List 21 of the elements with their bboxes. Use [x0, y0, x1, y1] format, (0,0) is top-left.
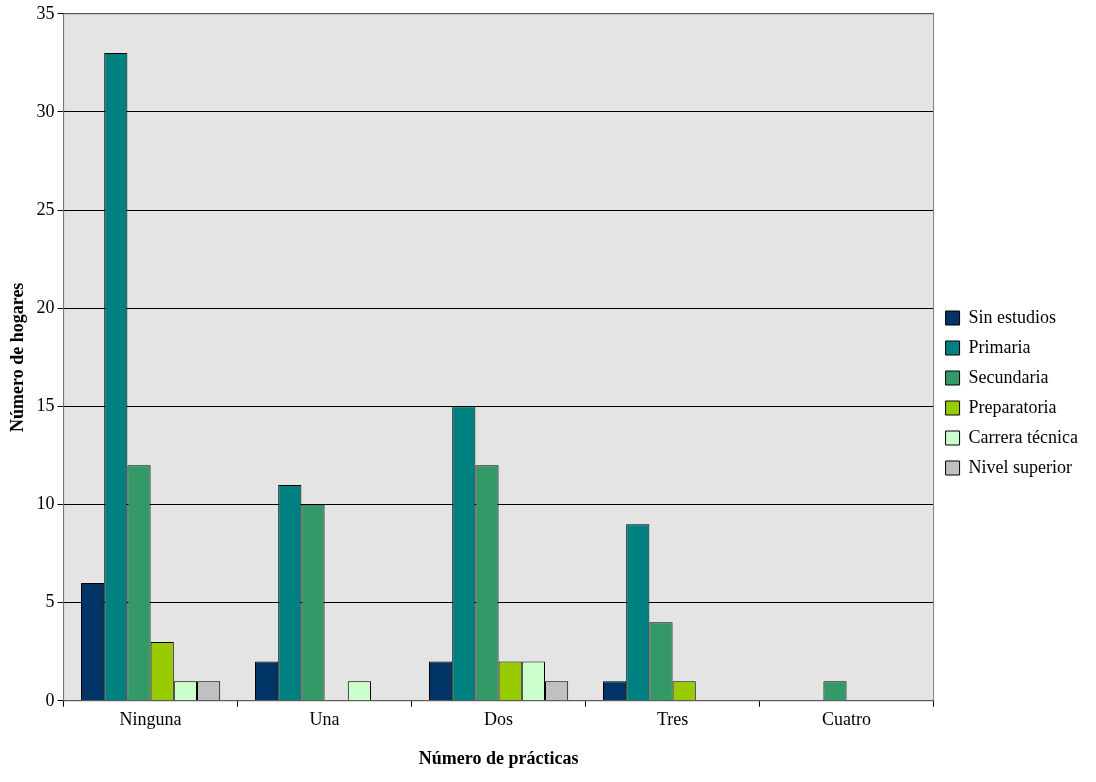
y-tick-label: 35	[36, 2, 55, 23]
y-tick-label: 15	[36, 395, 55, 416]
x-axis-title: Número de prácticas	[418, 747, 579, 768]
y-axis-title: Número de hogares	[7, 282, 28, 432]
y-tick-label: 5	[45, 591, 55, 612]
x-tick-label: Tres	[656, 709, 689, 730]
y-tick-label: 0	[45, 689, 55, 710]
y-tick-label: 25	[36, 198, 55, 219]
legend-label: Nivel superior	[968, 456, 1073, 477]
x-tick-label: Ninguna	[119, 709, 182, 730]
legend-label: Sin estudios	[968, 306, 1057, 327]
legend-label: Secundaria	[968, 366, 1049, 387]
y-tick-label: 30	[36, 100, 55, 121]
legend-label: Carrera técnica	[968, 426, 1079, 447]
legend-label: Primaria	[968, 336, 1031, 357]
y-tick-label: 10	[36, 493, 55, 514]
x-tick-label: Dos	[484, 709, 514, 730]
x-tick-label: Una	[309, 709, 340, 730]
x-tick-label: Cuatro	[822, 709, 872, 730]
y-tick-label: 20	[36, 296, 55, 317]
legend-label: Preparatoria	[968, 396, 1057, 417]
